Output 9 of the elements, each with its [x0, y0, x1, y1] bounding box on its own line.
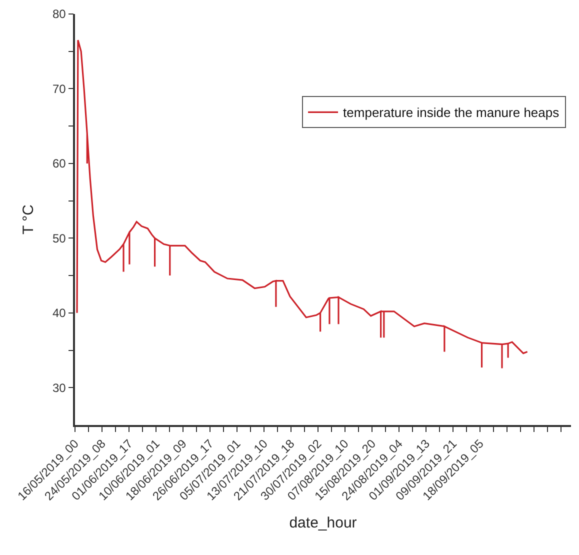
y-tick-label: 40	[52, 306, 66, 320]
y-tick-label: 30	[52, 380, 66, 395]
x-axis-title: date_hour	[289, 514, 357, 532]
y-axis-title: T °C	[20, 204, 38, 234]
y-tick-label: 70	[52, 82, 66, 96]
y-tick-label: 80	[52, 7, 66, 22]
legend-label: temperature inside the manure heaps	[343, 105, 560, 120]
y-tick-label: 50	[52, 231, 66, 246]
y-tick-label: 60	[52, 156, 66, 171]
